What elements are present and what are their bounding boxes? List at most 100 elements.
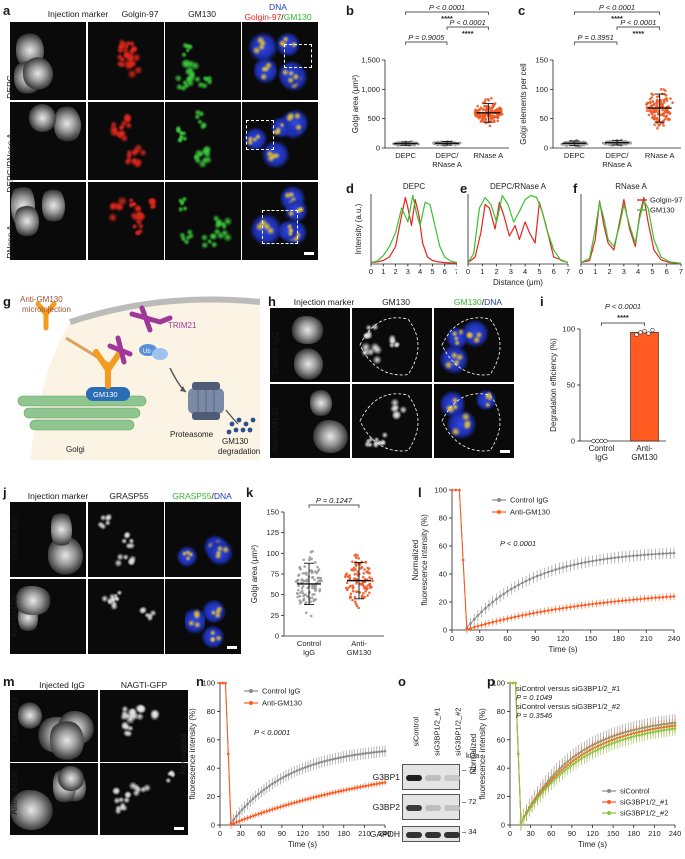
data-point bbox=[243, 817, 247, 821]
y-axis-label-line: fluorescence intensity (%) bbox=[478, 708, 487, 800]
bound-antibody-icon bbox=[93, 349, 123, 389]
x-tick-label: 2 bbox=[607, 267, 611, 276]
panel-letter-b: b bbox=[346, 3, 354, 18]
bar-1 bbox=[630, 332, 659, 442]
data-point bbox=[240, 818, 244, 822]
data-point bbox=[262, 810, 266, 814]
data-point bbox=[314, 589, 317, 593]
series-0 bbox=[294, 550, 323, 618]
data-point bbox=[541, 790, 545, 794]
data-point bbox=[248, 815, 252, 819]
data-point bbox=[310, 557, 314, 561]
data-point bbox=[522, 816, 526, 820]
merge-sep: / bbox=[281, 12, 284, 22]
data-point bbox=[356, 570, 360, 573]
y-tick-label: 40 bbox=[497, 764, 505, 773]
micro-j-r1-c1 bbox=[88, 579, 164, 654]
data-point bbox=[355, 580, 359, 584]
cell-outline-path bbox=[359, 317, 419, 376]
data-point bbox=[657, 552, 661, 556]
signal bbox=[92, 589, 129, 615]
y-tick-label: 60 bbox=[207, 735, 215, 744]
data-point bbox=[539, 573, 543, 576]
data-point bbox=[609, 556, 613, 560]
panel-letter-p: p bbox=[487, 674, 495, 689]
data-point bbox=[356, 753, 359, 756]
data-point bbox=[554, 568, 557, 571]
data-point bbox=[509, 587, 513, 591]
data-point bbox=[563, 769, 567, 772]
data-point bbox=[345, 588, 349, 592]
data-point bbox=[366, 570, 369, 573]
data-point bbox=[320, 794, 324, 797]
data-point bbox=[349, 584, 352, 588]
data-point bbox=[353, 554, 357, 557]
green-signal bbox=[170, 121, 192, 153]
data-point bbox=[666, 110, 669, 114]
data-point bbox=[657, 596, 661, 599]
x-tick-label: 180 bbox=[627, 829, 640, 838]
data-point bbox=[672, 551, 676, 555]
panel-letter-d: d bbox=[346, 181, 354, 196]
x-tick-label: 4 bbox=[418, 267, 422, 276]
data-point bbox=[653, 123, 656, 126]
data-point bbox=[488, 106, 491, 109]
data-point bbox=[259, 811, 263, 815]
data-point bbox=[306, 578, 309, 582]
j-merge-dna: DNA bbox=[213, 491, 232, 501]
data-point bbox=[648, 109, 651, 113]
data-point bbox=[339, 756, 343, 759]
data-point bbox=[530, 804, 534, 808]
data-point bbox=[572, 563, 576, 566]
chart-frap-l: 0 30 60 90 120 150 180 210 240 0 20 40 60 80 100 Time (… bbox=[411, 486, 680, 655]
h-header-merge: GM130/DNA bbox=[438, 298, 518, 307]
y-tick-label: 60 bbox=[497, 735, 505, 744]
series-line-golgin-97 bbox=[467, 201, 569, 264]
data-point bbox=[662, 728, 666, 732]
x-tick-label: 120 bbox=[586, 829, 599, 838]
data-point bbox=[483, 115, 487, 119]
data-point bbox=[495, 597, 498, 601]
data-point bbox=[350, 754, 354, 757]
data-point bbox=[298, 594, 302, 598]
signal bbox=[93, 504, 116, 541]
series-control-igg bbox=[218, 681, 387, 829]
data-point bbox=[364, 560, 367, 564]
data-point bbox=[306, 765, 310, 768]
signal bbox=[385, 386, 415, 430]
stat-bracket bbox=[308, 504, 360, 508]
y-tick-label: 50 bbox=[567, 381, 575, 390]
cell-marker bbox=[51, 509, 72, 549]
data-point bbox=[628, 598, 631, 602]
data-point bbox=[302, 558, 305, 562]
y-tick-label: 80 bbox=[439, 514, 447, 523]
data-point bbox=[651, 730, 655, 734]
data-point bbox=[484, 607, 487, 610]
data-point bbox=[480, 610, 483, 614]
chart-frap-p: 0 30 60 90 120 150 180 210 240 0 20 40 60 80 100 Time (… bbox=[470, 679, 681, 850]
data-point bbox=[519, 821, 523, 824]
series-anti-gm130 bbox=[218, 681, 387, 828]
data-point bbox=[647, 113, 651, 117]
x-tick-label: 5 bbox=[650, 267, 654, 276]
data-point bbox=[491, 600, 494, 604]
data-point bbox=[240, 808, 244, 812]
data-point bbox=[458, 488, 461, 492]
data-point bbox=[622, 139, 626, 143]
data-point bbox=[593, 749, 597, 753]
significance-stars: **** bbox=[441, 14, 453, 23]
data-point bbox=[363, 595, 367, 599]
micro-j-r0-c2 bbox=[165, 502, 241, 577]
data-point bbox=[657, 124, 661, 127]
legend-label: siG3BP1/2_#2 bbox=[620, 809, 668, 818]
data-point bbox=[670, 727, 674, 731]
data-point bbox=[304, 611, 308, 615]
micro-a-r2-c2 bbox=[165, 182, 241, 260]
data-point bbox=[281, 776, 285, 779]
data-point bbox=[317, 568, 321, 571]
data-point bbox=[246, 816, 249, 820]
y-tick-label: 25 bbox=[271, 611, 279, 620]
data-point bbox=[232, 822, 236, 825]
data-point bbox=[316, 580, 320, 583]
x-tick-label: Anti- bbox=[636, 444, 653, 453]
